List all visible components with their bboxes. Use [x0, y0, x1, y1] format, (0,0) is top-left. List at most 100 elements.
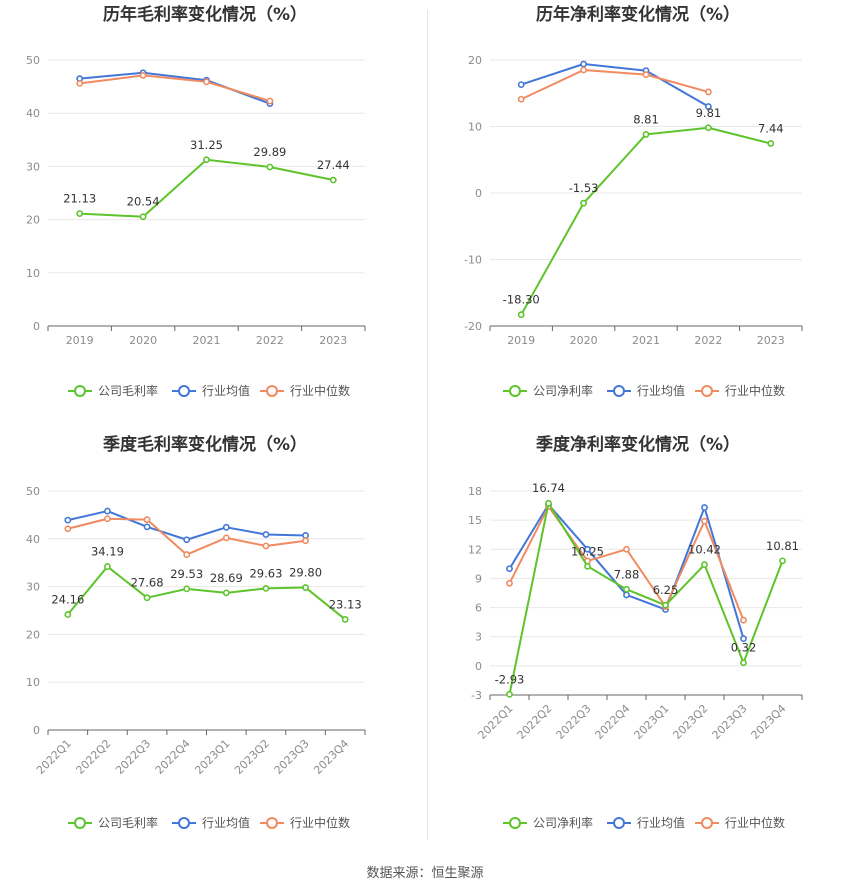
series-line-company: [520, 126, 772, 316]
data-point-company[interactable]: [545, 499, 552, 507]
x-tick-label: 2023Q4: [749, 702, 789, 742]
y-tick-label: 20: [26, 628, 40, 641]
data-point-company[interactable]: [329, 176, 337, 184]
data-point-company[interactable]: [143, 594, 151, 602]
data-point-company[interactable]: [767, 140, 775, 147]
data-point-median[interactable]: [104, 515, 111, 523]
legend-item-median[interactable]: 行业中位数: [260, 815, 350, 830]
legend-marker-icon: [178, 385, 190, 397]
data-point-company[interactable]: [517, 311, 525, 319]
data-point-median[interactable]: [222, 534, 230, 542]
data-point-company[interactable]: [642, 131, 650, 138]
data-point-company[interactable]: [222, 589, 230, 597]
data-point-median[interactable]: [506, 579, 513, 587]
data-point-company[interactable]: [704, 124, 712, 132]
data-point-company[interactable]: [584, 562, 591, 570]
data-point-company[interactable]: [580, 199, 587, 207]
data-point-median[interactable]: [517, 95, 525, 103]
y-tick-label: 10: [26, 676, 40, 689]
x-tick-label: 2022: [694, 334, 722, 347]
data-point-avg[interactable]: [143, 523, 151, 531]
data-point-median[interactable]: [183, 551, 191, 558]
legend-item-median[interactable]: 行业中位数: [695, 815, 785, 830]
legend-marker-icon: [74, 385, 86, 397]
x-tick-label: 2023Q2: [232, 737, 272, 777]
data-point-median[interactable]: [740, 616, 747, 624]
data-point-company[interactable]: [740, 659, 747, 667]
data-point-median[interactable]: [642, 71, 650, 79]
data-point-avg[interactable]: [64, 516, 72, 524]
data-point-company[interactable]: [506, 690, 513, 698]
data-point-avg[interactable]: [704, 103, 712, 110]
data-label: 29.53: [170, 567, 203, 581]
x-tick-label: 2023Q2: [671, 702, 711, 742]
x-tick-label: 2021: [193, 334, 221, 347]
legend-label: 行业中位数: [725, 383, 785, 398]
legend-label: 行业均值: [202, 815, 250, 830]
legend-item-avg[interactable]: 行业均值: [607, 815, 685, 830]
legend-item-avg[interactable]: 行业均值: [607, 383, 685, 398]
data-point-avg[interactable]: [517, 81, 525, 89]
data-point-median[interactable]: [302, 537, 309, 545]
legend-item-company[interactable]: 公司毛利率: [68, 383, 158, 398]
panel-divider: [427, 10, 428, 840]
data-label: 21.13: [63, 192, 96, 206]
data-point-median[interactable]: [143, 516, 151, 524]
data-point-company[interactable]: [662, 601, 669, 609]
data-point-avg[interactable]: [623, 591, 630, 599]
data-point-company[interactable]: [104, 563, 111, 570]
legend-item-median[interactable]: 行业中位数: [260, 383, 350, 398]
data-point-avg[interactable]: [183, 536, 191, 544]
legend-marker-icon: [509, 817, 521, 829]
data-point-company[interactable]: [341, 616, 349, 623]
data-point-avg[interactable]: [701, 504, 708, 511]
data-label: 10.25: [571, 544, 604, 558]
data-point-median[interactable]: [64, 525, 72, 533]
y-tick-label: 10: [26, 267, 40, 280]
data-point-company[interactable]: [64, 611, 72, 618]
data-point-company[interactable]: [203, 156, 210, 164]
data-point-avg[interactable]: [506, 565, 513, 573]
data-point-avg[interactable]: [222, 523, 230, 531]
data-point-avg[interactable]: [262, 531, 270, 538]
data-point-median[interactable]: [203, 78, 210, 86]
legend-marker-icon: [509, 385, 521, 397]
legend-item-company[interactable]: 公司毛利率: [68, 815, 158, 830]
legend-label: 公司毛利率: [98, 815, 158, 830]
data-point-median[interactable]: [139, 72, 147, 79]
data-point-median[interactable]: [76, 80, 84, 87]
data-point-median[interactable]: [262, 542, 270, 550]
legend-marker-icon: [178, 817, 190, 829]
y-tick-label: -10: [464, 254, 482, 267]
legend-item-company[interactable]: 公司净利率: [503, 383, 593, 398]
data-point-avg[interactable]: [580, 60, 587, 68]
chart-title: 历年净利率变化情况（%）: [536, 4, 740, 25]
chart-svg: 季度净利率变化情况（%）-303691215182022Q12022Q22022…: [468, 434, 803, 830]
data-point-company[interactable]: [183, 585, 191, 593]
legend-marker-icon: [266, 817, 278, 829]
data-point-company[interactable]: [139, 213, 147, 221]
legend-item-avg[interactable]: 行业均值: [172, 815, 250, 830]
data-point-avg[interactable]: [740, 635, 747, 643]
y-tick-label: 40: [26, 107, 40, 120]
data-point-avg[interactable]: [584, 545, 591, 553]
legend-item-median[interactable]: 行业中位数: [695, 383, 785, 398]
legend-item-company[interactable]: 公司净利率: [503, 815, 593, 830]
data-point-avg[interactable]: [302, 532, 309, 539]
data-point-company[interactable]: [266, 163, 274, 171]
legend-item-avg[interactable]: 行业均值: [172, 383, 250, 398]
data-point-median[interactable]: [580, 66, 587, 74]
data-point-median[interactable]: [704, 88, 712, 96]
annual-net-margin-panel: 历年净利率变化情况（%） -20 -10 0 10 20 2019 2020 2021 2022 2…: [425, 0, 850, 430]
data-point-avg[interactable]: [104, 507, 111, 515]
data-point-company[interactable]: [262, 584, 270, 592]
data-point-company[interactable]: [701, 561, 708, 569]
data-point-median[interactable]: [701, 517, 708, 525]
data-point-median[interactable]: [623, 545, 630, 553]
data-point-company[interactable]: [76, 210, 84, 217]
data-point-median[interactable]: [266, 97, 274, 105]
data-point-company[interactable]: [779, 557, 786, 565]
x-tick-label: 2022Q1: [476, 702, 516, 742]
data-point-company[interactable]: [623, 585, 630, 593]
data-point-company[interactable]: [302, 584, 309, 591]
